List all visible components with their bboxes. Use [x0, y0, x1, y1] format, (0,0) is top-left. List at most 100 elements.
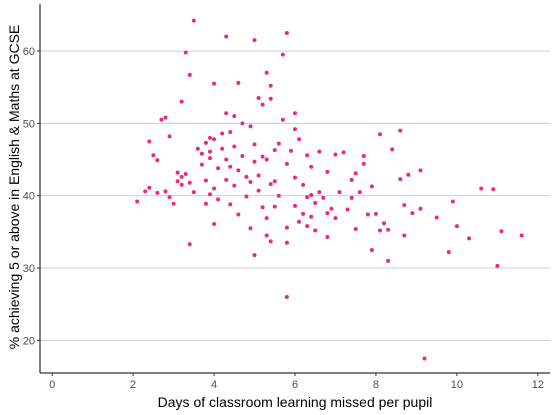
data-point	[293, 175, 297, 180]
data-point	[410, 211, 415, 216]
data-point	[313, 200, 318, 205]
data-point	[272, 179, 277, 184]
data-point	[159, 117, 164, 122]
data-point	[244, 174, 249, 179]
data-point	[402, 233, 407, 238]
data-point	[280, 52, 285, 57]
data-point	[386, 258, 391, 263]
data-point	[293, 111, 297, 116]
data-point	[212, 137, 217, 142]
data-point	[373, 211, 378, 216]
data-point	[248, 226, 253, 231]
data-point	[175, 170, 180, 175]
data-point	[272, 148, 277, 153]
data-point	[155, 158, 160, 163]
data-point	[187, 180, 192, 185]
data-point	[418, 168, 423, 173]
data-point	[264, 216, 269, 221]
data-point	[147, 139, 152, 144]
axes	[39, 4, 550, 374]
data-point	[398, 177, 403, 182]
data-point	[256, 173, 261, 178]
data-point	[260, 205, 265, 210]
y-tick-label: 40	[23, 191, 35, 203]
data-point	[187, 72, 192, 77]
data-point	[252, 142, 257, 147]
data-point	[252, 159, 257, 164]
data-point	[309, 164, 314, 169]
x-tick-label: 2	[130, 379, 136, 391]
data-point	[398, 128, 403, 133]
data-point	[284, 295, 289, 300]
data-point	[361, 153, 366, 158]
data-point	[216, 197, 221, 202]
data-point	[236, 80, 241, 85]
x-tick-label: 4	[211, 379, 217, 391]
data-point	[479, 186, 484, 191]
data-point	[175, 179, 180, 184]
data-point	[519, 233, 524, 238]
data-point	[183, 50, 188, 55]
data-point	[434, 215, 439, 220]
data-point	[220, 146, 225, 151]
data-point	[264, 233, 269, 238]
data-point	[301, 182, 306, 187]
data-point	[333, 216, 338, 221]
data-point	[446, 250, 451, 255]
x-tick-label: 12	[532, 379, 544, 391]
data-point	[203, 140, 208, 145]
data-point	[467, 236, 472, 241]
data-point	[365, 212, 370, 217]
x-tick-label: 10	[451, 379, 463, 391]
tick-labels: 20 30 40 50 60 0 2 4 6 8 10 12	[23, 46, 544, 391]
data-point	[499, 229, 504, 234]
data-point	[284, 161, 289, 166]
data-point	[236, 212, 241, 217]
data-point	[264, 157, 269, 162]
data-point	[369, 184, 374, 189]
data-point	[305, 153, 310, 158]
data-point	[208, 135, 212, 140]
data-point	[256, 188, 261, 193]
data-point	[321, 195, 326, 200]
data-point	[454, 224, 459, 229]
data-point	[341, 150, 346, 155]
data-point	[361, 161, 366, 166]
x-tick-label: 0	[49, 379, 55, 391]
data-point	[284, 240, 289, 245]
data-point	[418, 206, 423, 211]
data-point	[171, 201, 176, 206]
y-tick-label: 60	[23, 46, 35, 58]
data-point	[240, 121, 245, 126]
data-point	[264, 70, 269, 75]
data-point	[252, 253, 257, 258]
data-point	[203, 178, 208, 183]
data-point	[268, 239, 273, 244]
data-point	[212, 221, 217, 226]
y-axis-title: % achieving 5 or above in English & Math…	[6, 25, 22, 350]
data-point	[495, 263, 500, 268]
y-tick-label: 30	[23, 263, 35, 275]
gridlines	[40, 50, 550, 341]
y-tick-label: 20	[23, 335, 35, 347]
data-point	[220, 131, 225, 136]
data-point	[293, 127, 297, 132]
data-point	[268, 96, 273, 101]
data-point	[288, 148, 293, 153]
data-point	[244, 194, 249, 199]
data-point	[325, 234, 330, 239]
data-point	[208, 149, 212, 154]
data-point	[208, 192, 212, 197]
data-point	[224, 34, 229, 39]
data-point	[216, 166, 221, 171]
data-point	[386, 227, 391, 232]
data-point	[337, 190, 342, 195]
data-point	[402, 203, 407, 208]
data-point	[203, 201, 208, 206]
data-point	[236, 168, 241, 173]
data-point	[224, 111, 229, 116]
data-point	[293, 203, 297, 208]
data-point	[301, 211, 306, 216]
data-point	[284, 225, 289, 230]
